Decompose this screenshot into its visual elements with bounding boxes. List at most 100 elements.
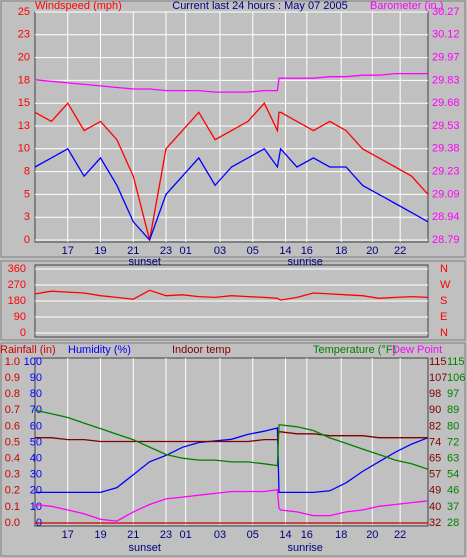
x-tick-label: 14 xyxy=(279,245,291,257)
legend-label: Indoor temp xyxy=(172,344,231,356)
y-tick-label: 270 xyxy=(8,279,26,291)
series-line xyxy=(34,72,428,93)
x-tick-label: 23 xyxy=(160,245,172,257)
series-line xyxy=(35,431,428,443)
x-tick-label: 19 xyxy=(94,529,106,541)
panel-frame xyxy=(0,260,466,341)
y-tick-label: 80 xyxy=(30,388,42,400)
y-tick-label: 72 xyxy=(447,436,459,448)
y-tick-label: 57 xyxy=(429,469,441,481)
legend-label: Humidity (%) xyxy=(68,344,131,356)
y-tick-label: 115 xyxy=(429,356,447,368)
y-tick-label: 106 xyxy=(447,372,465,384)
axis-title: Windspeed (mph) xyxy=(35,0,122,12)
y-tick-label: 30 xyxy=(30,469,42,481)
y-tick-label: 49 xyxy=(429,485,441,497)
y-tick-label: 28 xyxy=(447,517,459,529)
annotation: sunset xyxy=(129,256,161,268)
y-tick-label: 32 xyxy=(429,517,441,529)
y-tick-label: 40 xyxy=(429,501,441,513)
x-tick-label: 01 xyxy=(180,245,192,257)
x-tick-label: 14 xyxy=(279,529,291,541)
x-tick-label: 22 xyxy=(394,529,406,541)
y-tick-label: 54 xyxy=(447,469,459,481)
y-tick-label: 0.1 xyxy=(5,501,20,513)
legend-label: Rainfall (in) xyxy=(0,344,56,356)
series-line xyxy=(35,427,429,494)
y-tick-label: 15 xyxy=(18,97,30,109)
y-tick-label: 0.0 xyxy=(5,517,20,529)
y-tick-label: 40 xyxy=(30,453,42,465)
x-tick-label: 21 xyxy=(127,245,139,257)
y-tick-label: 0 xyxy=(20,327,26,339)
y-tick-label: 98 xyxy=(429,388,441,400)
series-line xyxy=(34,409,429,470)
y-tick-label: 23 xyxy=(18,29,30,41)
y-tick-label: 65 xyxy=(429,453,441,465)
y-tick-label: 0.4 xyxy=(5,453,20,465)
annotation: sunrise xyxy=(287,542,322,554)
y-tick-label: N xyxy=(440,263,448,275)
series-line xyxy=(34,147,429,242)
y-tick-label: 46 xyxy=(447,485,459,497)
y-tick-label: 37 xyxy=(447,501,459,513)
legend-label: Dew Point xyxy=(392,344,442,356)
y-tick-label: 10 xyxy=(30,501,42,513)
plot-area xyxy=(34,11,429,243)
x-tick-label: 05 xyxy=(247,529,259,541)
y-tick-label: 100 xyxy=(24,356,42,368)
y-tick-label: 82 xyxy=(429,420,441,432)
chart-title: Current last 24 hours : May 07 2005 xyxy=(172,0,347,12)
y-tick-label: E xyxy=(440,311,447,323)
y-tick-label: 28.79 xyxy=(432,234,460,246)
y-tick-label: 29.09 xyxy=(432,188,460,200)
legend-label: Temperature (°F) xyxy=(313,344,396,356)
y-tick-label: 0.6 xyxy=(5,420,20,432)
y-tick-label: 80 xyxy=(447,420,459,432)
x-tick-label: 16 xyxy=(301,529,313,541)
y-tick-label: 115 xyxy=(447,356,465,368)
series-line xyxy=(34,102,429,241)
y-tick-label: 74 xyxy=(429,436,441,448)
y-tick-label: 89 xyxy=(447,404,459,416)
y-tick-label: 30.12 xyxy=(432,29,460,41)
panel-frame xyxy=(0,0,466,258)
x-tick-label: 01 xyxy=(180,529,192,541)
y-tick-label: 29.53 xyxy=(432,120,460,132)
y-tick-label: 25 xyxy=(18,6,30,18)
annotation: sunset xyxy=(129,542,161,554)
y-tick-label: 63 xyxy=(447,453,459,465)
y-tick-label: 18 xyxy=(18,74,30,86)
x-tick-label: 23 xyxy=(160,529,172,541)
y-tick-label: 90 xyxy=(14,311,26,323)
x-tick-label: 20 xyxy=(366,245,378,257)
y-tick-label: 29.97 xyxy=(432,52,460,64)
y-tick-label: 29.68 xyxy=(432,97,460,109)
y-tick-label: N xyxy=(440,327,448,339)
y-tick-label: S xyxy=(440,295,447,307)
y-tick-label: 90 xyxy=(429,404,441,416)
y-tick-label: 0.7 xyxy=(5,404,20,416)
x-tick-label: 18 xyxy=(335,245,347,257)
y-tick-label: 0.9 xyxy=(5,372,20,384)
y-tick-label: 8 xyxy=(24,166,30,178)
series-line xyxy=(34,488,429,522)
y-tick-label: 10 xyxy=(18,143,30,155)
x-tick-label: 19 xyxy=(94,245,106,257)
y-tick-label: 13 xyxy=(18,120,30,132)
axis-title: Barometer (in.) xyxy=(370,0,443,12)
y-tick-label: 1.0 xyxy=(5,356,20,368)
y-tick-label: 0.5 xyxy=(5,436,20,448)
y-tick-label: W xyxy=(440,279,451,291)
series-line xyxy=(34,289,429,301)
annotation: sunrise xyxy=(287,256,322,268)
x-tick-label: 16 xyxy=(301,245,313,257)
y-tick-label: 20 xyxy=(18,52,30,64)
x-tick-label: 18 xyxy=(335,529,347,541)
x-tick-label: 17 xyxy=(62,245,74,257)
y-tick-label: 90 xyxy=(30,372,42,384)
x-tick-label: 20 xyxy=(366,529,378,541)
x-tick-label: 03 xyxy=(214,529,226,541)
y-tick-label: 50 xyxy=(30,436,42,448)
